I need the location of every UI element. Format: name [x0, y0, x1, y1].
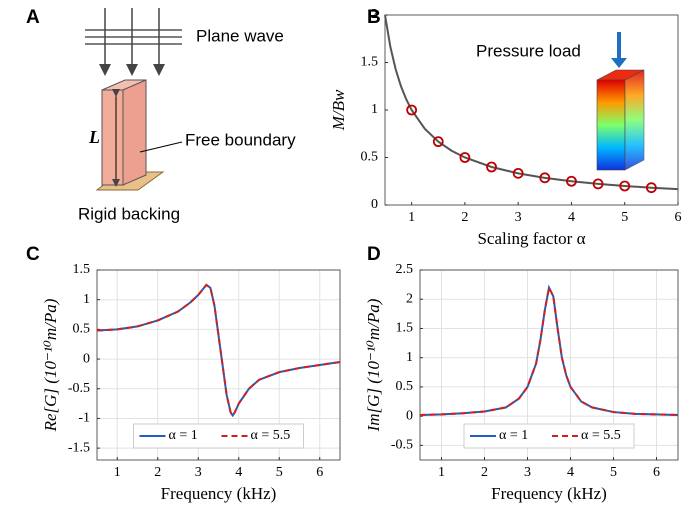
column-front: [101, 89, 124, 186]
y-tick-label: 1.5: [396, 321, 414, 336]
x-axis-label: Scaling factor α: [477, 229, 585, 248]
x-tick-label: 5: [621, 210, 628, 225]
x-tick-label: 2: [481, 465, 488, 480]
marker: [459, 152, 471, 163]
y-tick-label: 1: [83, 292, 90, 307]
x-tick-label: 2: [461, 210, 468, 225]
rigid-backing-label: Rigid backing: [78, 204, 180, 223]
marker: [645, 182, 657, 194]
marker: [619, 180, 631, 192]
marker: [406, 104, 418, 116]
legend-label: α = 5.5: [251, 428, 291, 443]
x-tick-label: 2: [154, 465, 161, 480]
legend-label: α = 1: [499, 428, 528, 443]
y-tick-label: 0: [83, 351, 90, 366]
legend-label: α = 5.5: [581, 428, 621, 443]
inset-side: [624, 69, 645, 171]
pointer: [139, 141, 183, 153]
inset-front: [596, 79, 626, 171]
x-tick-label: 1: [438, 465, 445, 480]
plot-frame: [384, 14, 679, 206]
marker: [566, 175, 577, 187]
y-tick-label: -1: [78, 411, 90, 426]
x-axis-label: Frequency (kHz): [491, 484, 607, 503]
wavefronts: [85, 29, 182, 45]
y-tick-label: 0.5: [361, 150, 379, 165]
x-axis-label: Frequency (kHz): [161, 484, 277, 503]
y-tick-label: 2: [371, 7, 378, 22]
marker: [486, 161, 497, 173]
chart: C 1 2 3 4 5 6 -1.5 -1 -0.5 0 0.5 1 1.5 α = 1 α = 5.5 Fre…: [26, 244, 341, 503]
series-line: [419, 284, 679, 416]
y-tick-label: -1.5: [68, 440, 90, 455]
y-tick-label: -0.5: [391, 438, 413, 453]
marker: [539, 172, 551, 184]
x-tick-label: 4: [567, 465, 574, 480]
y-tick-label: 2.5: [396, 262, 414, 277]
y-tick-label: 0: [371, 197, 378, 212]
panel-label: A: [26, 7, 40, 28]
x-tick-label: 1: [408, 210, 415, 225]
plane-wave-label: Plane wave: [196, 26, 284, 45]
y-tick-label: 0.5: [73, 322, 91, 337]
panel-label: B: [367, 7, 381, 28]
legend-label: α = 1: [169, 428, 198, 443]
marker: [592, 178, 604, 190]
y-tick-label: 1.5: [361, 55, 379, 70]
y-tick-label: 0: [406, 408, 413, 423]
free-boundary-label: Free boundary: [185, 130, 296, 149]
y-tick-label: 1: [371, 102, 378, 117]
inset: Pressure load: [476, 32, 645, 171]
diagram: A Plane wave L Free boundary Rigid backi…: [26, 7, 296, 223]
annotation: Pressure load: [476, 41, 581, 60]
x-tick-label: 6: [653, 465, 660, 480]
panel-label: D: [367, 244, 381, 265]
marker: [512, 167, 524, 179]
arrows: [99, 8, 165, 76]
x-tick-label: 6: [675, 210, 682, 225]
chart: B 1 2 3 4 5 6 0 0.5 1 1.5 2 Scaling factor α M/Bw: [329, 7, 682, 248]
series-line: [96, 283, 341, 418]
y-axis-label: M/Bw: [329, 89, 348, 131]
x-tick-label: 4: [235, 465, 242, 480]
x-tick-label: 1: [114, 465, 121, 480]
plot-frame: [419, 269, 679, 461]
length-label: L: [88, 127, 100, 147]
x-tick-label: 3: [515, 210, 522, 225]
panel-label: C: [26, 244, 40, 265]
chart: D 1 2 3 4 5 6 -0.5 0 0.5 1 1.5 2 2.5 α = 1 α = 5.5 Frequ…: [364, 244, 679, 503]
y-tick-label: 1.5: [73, 262, 91, 277]
x-tick-label: 6: [316, 465, 323, 480]
x-tick-label: 5: [610, 465, 617, 480]
y-axis-label: Im[G] (10⁻¹⁰m/Pa): [364, 298, 383, 432]
x-tick-label: 3: [195, 465, 202, 480]
x-tick-label: 3: [524, 465, 531, 480]
series-line: [419, 284, 679, 416]
load-arrowhead: [611, 58, 627, 68]
column-side: [122, 79, 147, 186]
series-line: [96, 283, 341, 418]
y-tick-label: -0.5: [68, 381, 90, 396]
plot-frame: [96, 269, 341, 461]
y-tick-label: 0.5: [396, 379, 414, 394]
marker: [432, 136, 444, 148]
x-tick-label: 5: [276, 465, 283, 480]
y-tick-label: 2: [406, 291, 413, 306]
y-axis-label: Re[G] (10⁻¹⁰m/Pa): [41, 298, 60, 432]
x-tick-label: 4: [568, 210, 575, 225]
y-tick-label: 1: [406, 350, 413, 365]
